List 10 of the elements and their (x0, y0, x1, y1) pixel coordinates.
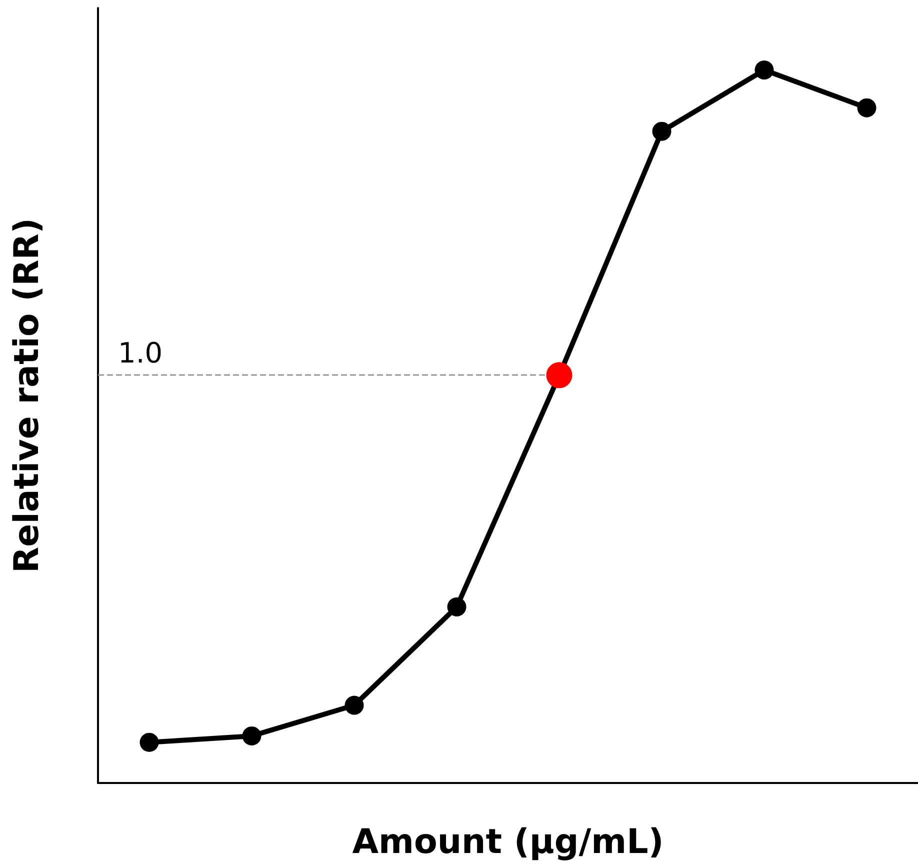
point (140, 732, 159, 752)
point (754, 60, 774, 80)
point (652, 122, 672, 141)
y-axis-title: Relative ratio (RR) (7, 218, 47, 574)
x-axis-title: Amount (µg/mL) (352, 822, 664, 862)
point (857, 98, 876, 118)
point (447, 597, 466, 616)
point (344, 696, 364, 715)
point (242, 726, 262, 746)
annotation: 1.0 (118, 336, 163, 370)
